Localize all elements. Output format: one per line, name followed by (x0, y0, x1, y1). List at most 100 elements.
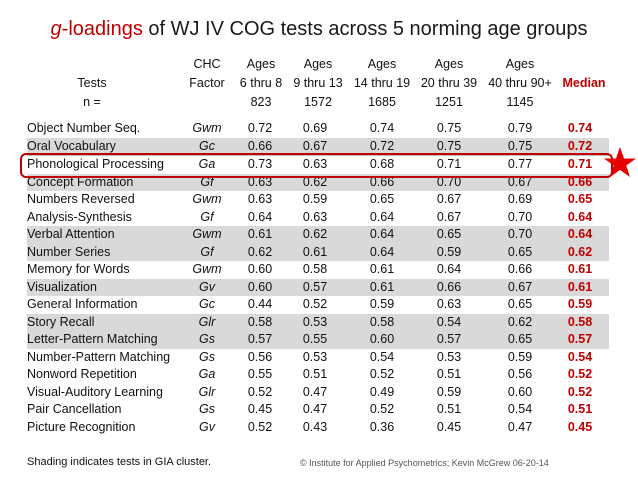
median-cell: 0.64 (567, 209, 593, 224)
loading-cell: 0.70 (507, 209, 533, 224)
test-name-cell: Numbers Reversed (27, 192, 135, 206)
test-name-cell: Number Series (27, 244, 111, 259)
header-factor: CHC Factor (182, 55, 232, 112)
header-age-3: Ages 14 thru 19 1685 (348, 55, 416, 112)
header-age-label: Ages (367, 57, 397, 71)
loading-cell: 0.70 (436, 174, 462, 189)
loadings-table: Object Number Seq. Gwm 0.72 0.69 0.74 0.75 0.7… (27, 120, 609, 436)
table-row: Analysis-Synthesis Gf 0.64 0.63 0.64 0.67 0.70… (27, 209, 609, 227)
loading-cell: 0.75 (507, 138, 533, 153)
loading-cell: 0.58 (369, 314, 395, 329)
test-name-cell: General Information (27, 297, 138, 311)
test-name-cell: Letter-Pattern Matching (27, 332, 158, 346)
loading-cell: 0.66 (247, 138, 273, 153)
star-icon (604, 147, 636, 177)
loading-cell: 0.62 (507, 314, 533, 329)
header-factor-line1: CHC (193, 57, 221, 71)
table-row: Visualization Gv 0.60 0.57 0.61 0.66 0.67 0.61 (27, 278, 609, 296)
loading-cell: 0.60 (247, 262, 273, 276)
loading-cell: 0.51 (436, 367, 462, 381)
chc-factor-cell: Gf (200, 174, 214, 189)
chc-factor-cell: Gc (199, 138, 215, 153)
table-row: Story Recall Glr 0.58 0.53 0.58 0.54 0.62 0.58 (27, 313, 609, 331)
loading-cell: 0.69 (302, 121, 328, 135)
median-cell: 0.72 (567, 138, 593, 153)
table-row: General Information Gc 0.44 0.52 0.59 0.63 0.6… (27, 296, 609, 314)
table-row: Number-Pattern Matching Gs 0.56 0.53 0.54 0.5… (27, 349, 609, 367)
test-name-cell: Pair Cancellation (27, 402, 122, 416)
loading-cell: 0.51 (436, 402, 462, 416)
loading-cell: 0.67 (507, 279, 533, 294)
header-age-1: Ages 6 thru 8 823 (233, 55, 289, 112)
table-row: Memory for Words Gwm 0.60 0.58 0.61 0.64 0.66 0… (27, 261, 609, 279)
loading-cell: 0.75 (436, 138, 462, 153)
header-age-n: 1572 (304, 95, 332, 109)
title-rest: of WJ IV COG tests across 5 norming age … (142, 18, 588, 40)
chc-factor-cell: Gwm (192, 121, 222, 135)
header-factor-line3 (182, 93, 232, 112)
median-cell: 0.71 (567, 157, 593, 171)
chc-factor-cell: Gv (199, 419, 215, 434)
loading-cell: 0.36 (369, 419, 395, 434)
loading-cell: 0.64 (369, 227, 395, 241)
loading-cell: 0.65 (507, 297, 533, 311)
table-row: Nonword Repetition Ga 0.55 0.51 0.52 0.51 0.56… (27, 366, 609, 384)
loading-cell: 0.63 (247, 192, 273, 206)
loading-cell: 0.59 (369, 297, 395, 311)
loading-cell: 0.52 (302, 297, 328, 311)
median-cell: 0.62 (567, 244, 593, 259)
table-row: Verbal Attention Gwm 0.61 0.62 0.64 0.65 0.70 0… (27, 226, 609, 244)
loading-cell: 0.72 (369, 138, 395, 153)
loading-cell: 0.60 (369, 332, 395, 346)
loading-cell: 0.56 (507, 367, 533, 381)
loading-cell: 0.74 (369, 121, 395, 135)
loading-cell: 0.66 (507, 262, 533, 276)
loading-cell: 0.64 (369, 244, 395, 259)
highlight-box (20, 153, 613, 178)
table-row: Letter-Pattern Matching Gs 0.57 0.55 0.60 0.5… (27, 331, 609, 349)
table-row: Numbers Reversed Gwm 0.63 0.59 0.65 0.67 0.69 0… (27, 191, 609, 209)
loading-cell: 0.49 (369, 384, 395, 399)
loading-cell: 0.60 (507, 384, 533, 399)
loading-cell: 0.72 (247, 121, 273, 135)
table-row: Oral Vocabulary Gc 0.66 0.67 0.72 0.75 0.75 0.7… (27, 137, 609, 156)
chc-factor-cell: Ga (198, 367, 216, 381)
loading-cell: 0.57 (436, 332, 462, 346)
header-age-label: Ages (434, 57, 464, 71)
loading-cell: 0.59 (436, 244, 462, 259)
loading-cell: 0.47 (302, 402, 328, 416)
loading-cell: 0.73 (247, 157, 273, 171)
loading-cell: 0.58 (302, 262, 328, 276)
test-name-cell: Memory for Words (27, 262, 130, 276)
median-cell: 0.57 (567, 332, 593, 346)
median-cell: 0.52 (567, 384, 593, 399)
chc-factor-cell: Gwm (192, 262, 222, 276)
loading-cell: 0.79 (507, 121, 533, 135)
credit: © Institute for Applied Psychometrics; K… (300, 458, 549, 468)
test-name-cell: Phonological Processing (27, 157, 164, 171)
page-title: g-loadings of WJ IV COG tests across 5 n… (0, 18, 638, 41)
chc-factor-cell: Ga (198, 157, 216, 171)
median-cell: 0.65 (567, 192, 593, 206)
loading-cell: 0.45 (436, 419, 462, 434)
median-cell: 0.61 (567, 262, 593, 276)
loading-cell: 0.63 (247, 174, 273, 189)
loading-cell: 0.65 (507, 332, 533, 346)
header-median: Median (562, 76, 606, 90)
loading-cell: 0.67 (436, 209, 462, 224)
header-age-n: 823 (250, 95, 272, 109)
header-age-label: Ages (505, 57, 535, 71)
test-name-cell: Object Number Seq. (27, 121, 141, 135)
loading-cell: 0.65 (507, 244, 533, 259)
loading-cell: 0.71 (436, 157, 462, 171)
header-factor-line2: Factor (189, 76, 225, 90)
test-name-cell: Concept Formation (27, 174, 134, 189)
title-g: g (50, 18, 62, 40)
chc-factor-cell: Glr (198, 314, 216, 329)
header-age-range: 14 thru 19 (353, 76, 411, 90)
loading-cell: 0.52 (369, 402, 395, 416)
chc-factor-cell: Gf (200, 209, 214, 224)
test-name-cell: Oral Vocabulary (27, 138, 116, 153)
loading-cell: 0.61 (369, 262, 395, 276)
table-row: Object Number Seq. Gwm 0.72 0.69 0.74 0.75 0.7… (27, 120, 609, 138)
